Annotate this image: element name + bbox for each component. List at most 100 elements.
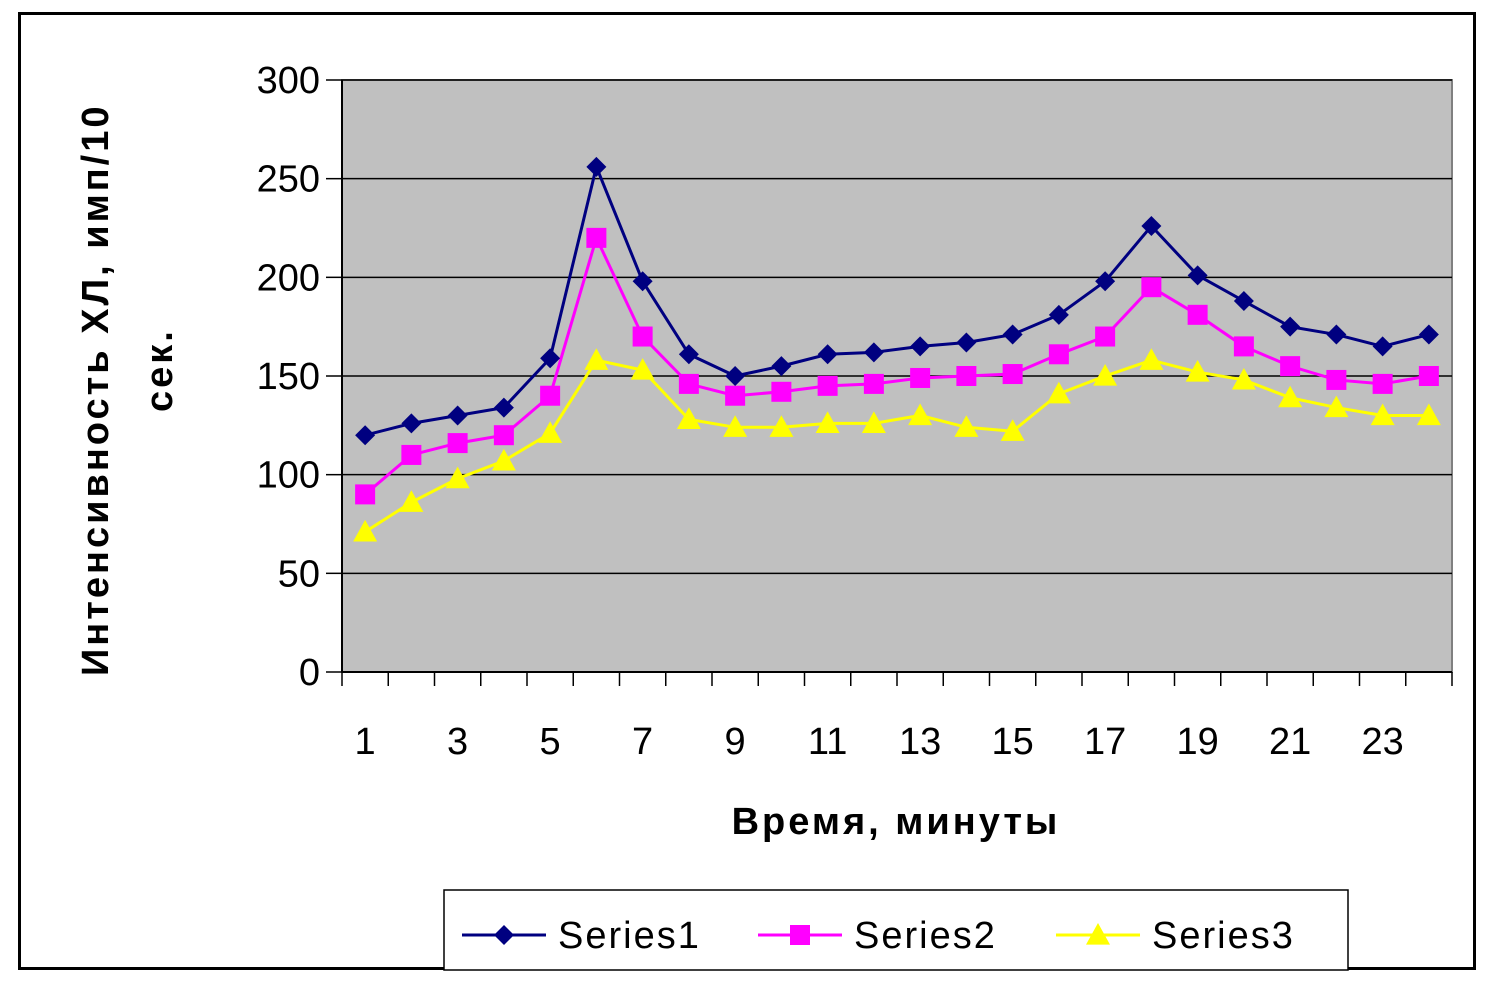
y-axis-title-line1: Интенсивность ХЛ, имп/10: [75, 103, 117, 676]
data-point-series3: [630, 358, 655, 380]
data-point-series1: [1187, 265, 1208, 286]
data-point-series1: [1095, 271, 1116, 292]
data-point-series1: [632, 271, 653, 292]
x-axis-title: Время, минуты: [732, 801, 1061, 843]
data-point-series2: [817, 375, 838, 396]
legend-label-series3: Series3: [1152, 915, 1295, 957]
data-point-series3: [954, 415, 979, 437]
y-tick-label: 100: [257, 455, 320, 497]
x-tick-label: 3: [447, 721, 468, 763]
data-point-series1: [678, 344, 699, 365]
x-tick-label: 13: [899, 721, 941, 763]
data-point-series1: [1002, 324, 1023, 345]
data-point-series1: [863, 342, 884, 363]
data-point-series3: [815, 411, 840, 433]
data-point-series2: [725, 385, 746, 406]
data-point-series3: [1093, 364, 1118, 386]
legend-label-series2: Series2: [854, 915, 997, 957]
data-point-series3: [1231, 367, 1256, 390]
data-point-series2: [678, 373, 699, 394]
data-point-series3: [769, 415, 794, 437]
data-point-series3: [676, 407, 701, 430]
x-tick-label: 1: [355, 721, 376, 763]
y-tick-label: 200: [257, 257, 320, 299]
y-axis-title-line2: сек.: [139, 328, 181, 412]
data-point-series3: [399, 490, 424, 512]
data-point-series1: [910, 336, 931, 357]
data-point-series3: [491, 448, 516, 471]
data-point-series1: [817, 344, 838, 365]
x-tick-label: 5: [540, 721, 561, 763]
data-point-series2: [540, 385, 561, 406]
legend-box: [443, 889, 1349, 971]
data-point-series2: [1002, 364, 1023, 385]
data-point-series3: [1185, 360, 1210, 382]
data-point-series2: [1326, 369, 1347, 390]
data-point-series1: [771, 356, 792, 377]
data-point-series2: [586, 227, 607, 248]
data-point-series2: [863, 373, 884, 394]
data-point-series3: [445, 466, 470, 489]
data-point-series3: [1000, 419, 1025, 441]
data-point-series1: [1141, 216, 1162, 237]
data-point-series2: [1372, 373, 1393, 394]
series-line-series1: [364, 161, 1430, 437]
data-point-series3: [1278, 385, 1303, 408]
data-point-series3: [1046, 381, 1071, 404]
legend-marker-series1: [494, 925, 514, 945]
data-point-series1: [401, 413, 422, 434]
data-point-series2: [1048, 344, 1069, 365]
x-tick-label: 23: [1361, 721, 1403, 763]
data-point-series3: [353, 519, 378, 542]
data-point-series1: [1372, 336, 1393, 357]
data-point-series3: [584, 348, 609, 370]
data-point-series1: [447, 405, 468, 426]
x-tick-label: 9: [725, 721, 746, 763]
data-point-series1: [355, 425, 376, 446]
data-point-series2: [1418, 366, 1439, 386]
y-tick-label: 150: [257, 356, 320, 398]
x-tick-label: 17: [1084, 721, 1126, 763]
y-tick-label: 250: [257, 159, 320, 201]
legend-label-series1: Series1: [558, 915, 701, 957]
legend: Series1 Series2 Series3: [443, 889, 1349, 971]
x-tick-label: 15: [991, 721, 1033, 763]
x-tick-label: 7: [632, 721, 653, 763]
data-point-series3: [861, 411, 886, 433]
data-point-series3: [538, 421, 563, 443]
x-tick-label: 21: [1269, 721, 1311, 763]
data-point-series1: [1326, 324, 1347, 345]
data-point-series2: [910, 367, 931, 388]
data-point-series2: [1095, 326, 1116, 347]
x-tick-label: 19: [1176, 721, 1218, 763]
data-point-series2: [447, 433, 468, 454]
data-point-series3: [1370, 403, 1395, 426]
x-tick-label: 11: [808, 721, 847, 763]
y-tick-label: 0: [299, 652, 320, 694]
data-point-series3: [1139, 348, 1164, 370]
data-point-series3: [908, 403, 933, 426]
data-point-series1: [1233, 291, 1254, 312]
y-tick-label: 300: [257, 60, 320, 102]
data-point-series2: [771, 381, 792, 402]
data-point-series1: [540, 348, 561, 369]
data-point-series2: [493, 425, 514, 446]
data-point-series1: [1418, 324, 1439, 345]
data-point-series3: [723, 415, 748, 437]
data-point-series1: [1048, 304, 1069, 325]
data-point-series1: [1280, 316, 1301, 337]
legend-marker-series2: [790, 925, 810, 945]
data-point-series1: [725, 366, 746, 386]
data-point-series1: [956, 332, 977, 353]
data-point-series2: [1141, 277, 1162, 298]
data-point-series2: [956, 366, 977, 386]
data-point-series2: [1280, 356, 1301, 377]
data-point-series2: [355, 484, 376, 505]
data-point-series2: [632, 326, 653, 347]
data-point-series2: [1187, 304, 1208, 325]
data-point-series1: [586, 156, 607, 177]
y-tick-label: 50: [278, 553, 320, 595]
data-point-series2: [1233, 336, 1254, 357]
